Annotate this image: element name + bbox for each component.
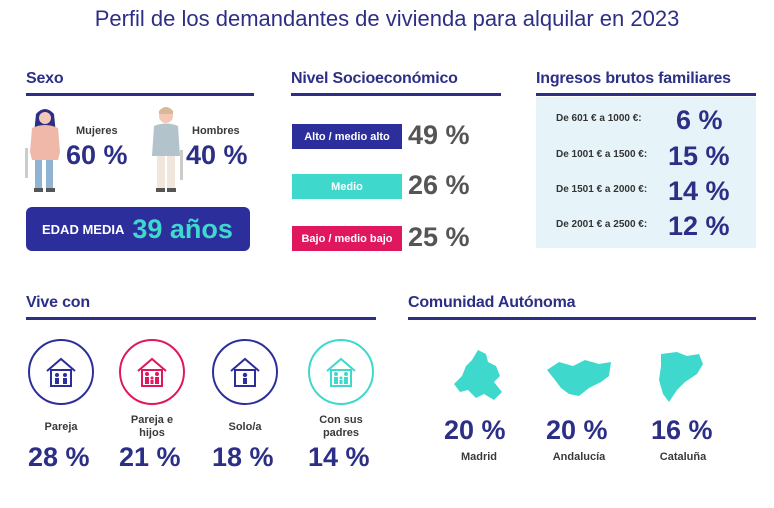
- ingresos-rule: [536, 93, 756, 96]
- parents-house-icon: [326, 357, 356, 387]
- padres-label: Con sus padres: [319, 414, 363, 439]
- solo-label: Solo/a: [228, 421, 262, 433]
- ingresos-value-1: 6 %: [676, 105, 723, 135]
- solo-circle: [212, 339, 278, 405]
- pareja-value: 28 %: [28, 442, 90, 472]
- andalucia-value: 20 %: [546, 415, 608, 445]
- couple-house-icon: [46, 357, 76, 387]
- andalucia-label: Andalucía: [552, 451, 606, 463]
- single-house-icon: [230, 357, 260, 387]
- pareja-label: Pareja: [44, 421, 78, 433]
- madrid-label: Madrid: [460, 451, 498, 463]
- vive-con-heading: Vive con: [26, 294, 90, 311]
- nivel-pill-medio: Medio: [292, 174, 402, 199]
- pareja-hijos-label: Pareja e hijos: [130, 414, 174, 439]
- pareja-circle: [28, 339, 94, 405]
- ingresos-value-2: 15 %: [668, 141, 730, 171]
- nivel-value-bajo: 25 %: [408, 222, 470, 252]
- edad-media-banner: EDAD MEDIA 39 años: [26, 207, 250, 251]
- ingresos-label-1: De 601 € a 1000 €:: [556, 113, 642, 124]
- cataluna-label: Cataluña: [659, 451, 707, 463]
- mujeres-label: Mujeres: [76, 125, 118, 137]
- ingresos-panel: [536, 97, 756, 248]
- solo-value: 18 %: [212, 442, 274, 472]
- man-figure-icon: [152, 107, 183, 192]
- mujeres-pct: 60 %: [66, 140, 128, 170]
- pareja-hijos-circle: [119, 339, 185, 405]
- nivel-pill-bajo: Bajo / medio bajo: [292, 226, 402, 251]
- sexo-heading: Sexo: [26, 70, 64, 87]
- nivel-value-alto: 49 %: [408, 120, 470, 150]
- woman-figure-icon: [25, 109, 60, 192]
- ingresos-label-2: De 1001 € a 1500 €:: [556, 149, 648, 160]
- pareja-hijos-value: 21 %: [119, 442, 181, 472]
- padres-value: 14 %: [308, 442, 370, 472]
- vive-con-rule: [26, 317, 376, 320]
- nivel-heading: Nivel Socioeconómico: [291, 70, 458, 87]
- edad-media-label: EDAD MEDIA: [42, 221, 125, 237]
- andalucia-map-icon: [547, 360, 611, 396]
- ingresos-label-4: De 2001 € a 2500 €:: [556, 219, 648, 230]
- ingresos-value-3: 14 %: [668, 176, 730, 206]
- ingresos-label-3: De 1501 € a 2000 €:: [556, 184, 648, 195]
- ingresos-heading: Ingresos brutos familiares: [536, 70, 731, 87]
- hombres-label: Hombres: [192, 125, 240, 137]
- madrid-value: 20 %: [444, 415, 506, 445]
- edad-media-value: 39 años: [132, 213, 233, 244]
- nivel-pill-alto: Alto / medio alto: [292, 124, 402, 149]
- family-house-icon: [137, 357, 167, 387]
- ingresos-value-4: 12 %: [668, 211, 730, 241]
- madrid-map-icon: [454, 350, 502, 400]
- nivel-value-medio: 26 %: [408, 170, 470, 200]
- cataluna-map-icon: [659, 352, 703, 402]
- comunidad-rule: [408, 317, 756, 320]
- padres-circle: [308, 339, 374, 405]
- nivel-rule: [291, 93, 501, 96]
- cataluna-value: 16 %: [651, 415, 713, 445]
- comunidad-heading: Comunidad Autónoma: [408, 294, 576, 311]
- page-title: Perfil de los demandantes de vivienda pa…: [94, 6, 680, 31]
- hombres-pct: 40 %: [186, 140, 248, 170]
- sexo-rule: [26, 93, 254, 96]
